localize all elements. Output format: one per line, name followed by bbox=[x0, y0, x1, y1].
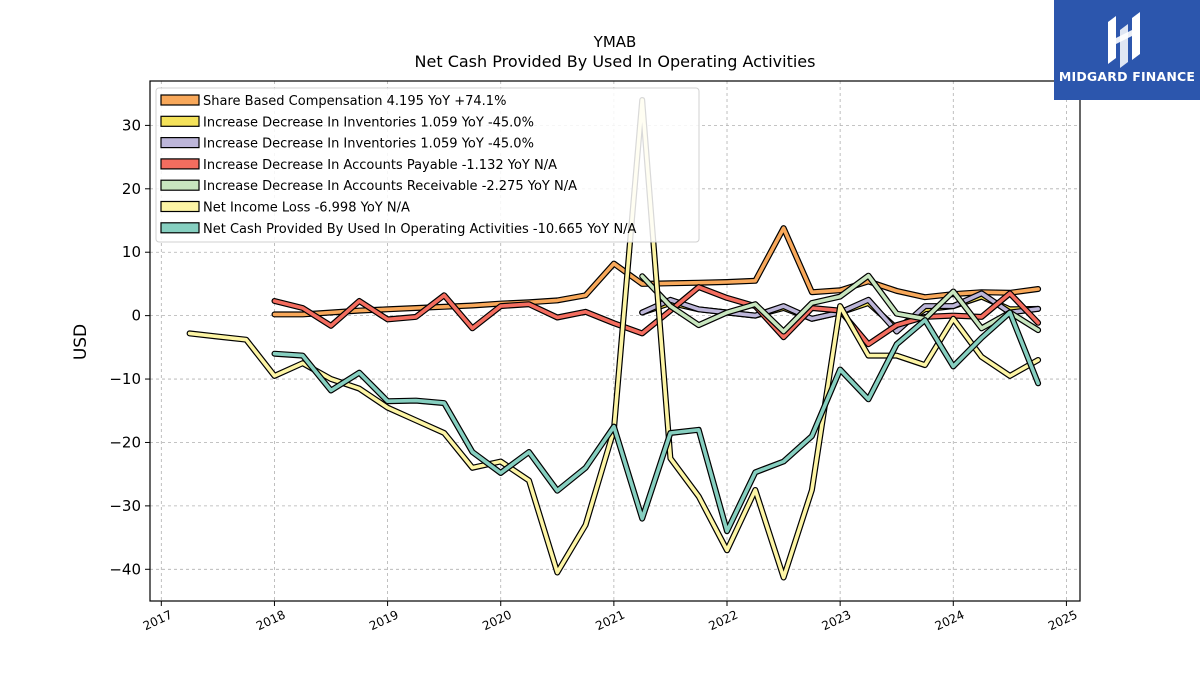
legend-label: Share Based Compensation 4.195 YoY +74.1… bbox=[203, 94, 506, 109]
y-tick-label: 10 bbox=[122, 243, 141, 261]
series-lines bbox=[186, 97, 1042, 581]
y-tick-label: 30 bbox=[122, 116, 141, 134]
legend-swatch bbox=[160, 137, 200, 149]
y-axis-label: USD bbox=[71, 324, 91, 360]
legend-label: Increase Decrease In Inventories 1.059 Y… bbox=[203, 115, 534, 130]
series-line-6 bbox=[271, 309, 1042, 535]
y-tick-label: −10 bbox=[109, 370, 141, 388]
brand-name: MIDGARD FINANCE bbox=[1058, 69, 1196, 84]
legend-label: Net Income Loss -6.998 YoY N/A bbox=[203, 201, 410, 216]
legend-label: Increase Decrease In Accounts Receivable… bbox=[203, 179, 577, 194]
x-tick-label: 2022 bbox=[707, 608, 741, 634]
x-tick-label: 2021 bbox=[593, 608, 627, 634]
y-tick-label: −20 bbox=[109, 433, 141, 451]
x-tick-label: 2017 bbox=[141, 608, 175, 634]
brand-logo: MIDGARD FINANCE bbox=[1054, 0, 1200, 100]
x-tick-label: 2024 bbox=[933, 608, 967, 634]
x-tick-label: 2020 bbox=[480, 608, 514, 634]
y-tick-label: −30 bbox=[109, 497, 141, 515]
x-tick-label: 2018 bbox=[254, 608, 288, 634]
series-stroke bbox=[640, 273, 1040, 334]
series-line-4 bbox=[639, 272, 1042, 335]
chart-title: YMAB bbox=[593, 33, 637, 51]
series-outline bbox=[271, 309, 1042, 535]
x-tick-label: 2025 bbox=[1046, 608, 1080, 634]
legend: Share Based Compensation 4.195 YoY +74.1… bbox=[155, 87, 700, 243]
midgard-logo-icon bbox=[1108, 12, 1140, 68]
series-line-3 bbox=[271, 284, 1042, 348]
legend-swatch bbox=[160, 94, 200, 106]
legend-swatch bbox=[160, 222, 200, 234]
legend-label: Increase Decrease In Inventories 1.059 Y… bbox=[203, 137, 534, 152]
legend-swatch bbox=[160, 115, 200, 127]
y-tick-label: 0 bbox=[131, 307, 141, 325]
series-stroke bbox=[272, 285, 1040, 347]
series-stroke bbox=[272, 310, 1040, 534]
legend-swatch bbox=[160, 200, 200, 213]
x-tick-label: 2023 bbox=[820, 608, 854, 634]
chart-subtitle: Net Cash Provided By Used In Operating A… bbox=[415, 52, 816, 71]
legend-box bbox=[155, 87, 700, 243]
y-tick-label: 20 bbox=[122, 180, 141, 198]
plot-frame bbox=[149, 80, 1081, 602]
y-tick-label: −40 bbox=[109, 560, 141, 578]
legend-swatch bbox=[160, 179, 200, 191]
x-tick-label: 2019 bbox=[367, 608, 401, 634]
legend-label: Increase Decrease In Accounts Payable -1… bbox=[203, 158, 557, 173]
legend-swatch bbox=[160, 158, 200, 170]
legend-label: Net Cash Provided By Used In Operating A… bbox=[203, 222, 637, 237]
